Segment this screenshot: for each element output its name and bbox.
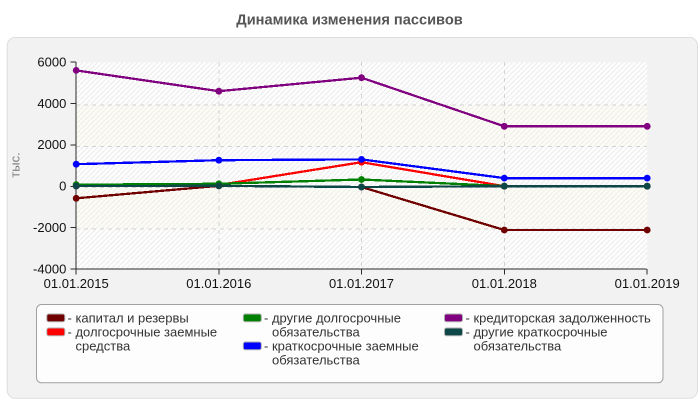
svg-text:01.01.2016: 01.01.2016 [186,276,251,291]
svg-text:01.01.2019: 01.01.2019 [615,276,680,291]
svg-text:-4000: -4000 [33,261,66,276]
svg-text:- краткосрочные заемные: - краткосрочные заемные [264,339,419,354]
svg-text:01.01.2015: 01.01.2015 [44,276,109,291]
svg-text:обязательства: обязательства [272,325,361,340]
svg-text:- капитал и резервы: - капитал и резервы [68,311,189,326]
svg-text:-2000: -2000 [33,220,66,235]
svg-text:0: 0 [59,179,66,194]
svg-text:4000: 4000 [37,96,66,111]
svg-text:обязательства: обязательства [272,353,361,368]
svg-text:01.01.2017: 01.01.2017 [329,276,394,291]
svg-text:обязательства: обязательства [474,339,563,354]
svg-text:- кредиторская задолженность: - кредиторская задолженность [466,311,652,326]
svg-text:- долгосрочные заемные: - долгосрочные заемные [68,325,218,340]
svg-text:- другие долгосрочные: - другие долгосрочные [264,311,401,326]
svg-text:- другие краткосрочные: - другие краткосрочные [466,325,608,340]
svg-text:Динамика изменения пассивов: Динамика изменения пассивов [236,13,462,29]
svg-text:средства: средства [76,339,131,354]
svg-text:01.01.2018: 01.01.2018 [472,276,537,291]
svg-text:2000: 2000 [37,137,66,152]
svg-text:тыс.: тыс. [8,152,23,177]
svg-text:6000: 6000 [37,55,66,70]
